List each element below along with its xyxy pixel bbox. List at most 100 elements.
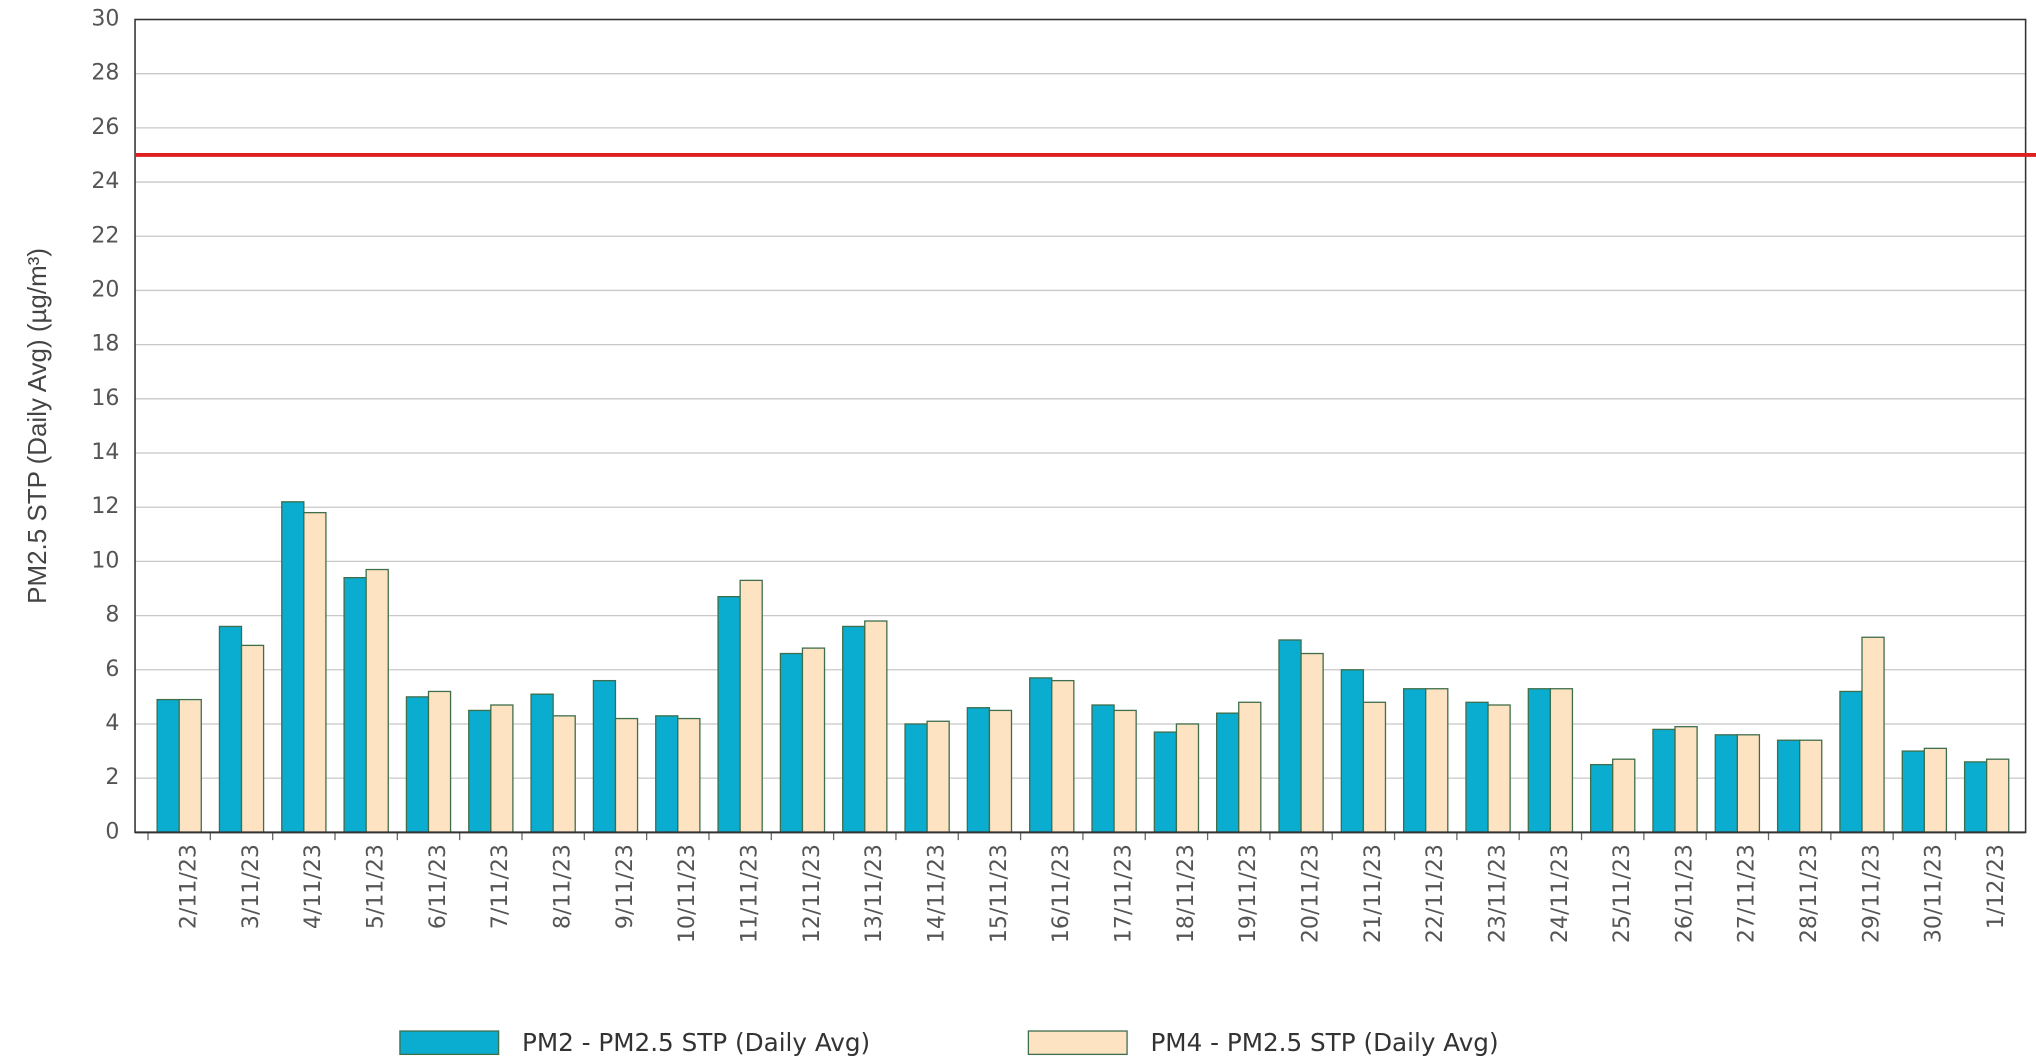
x-tick-label: 12/11/23 [800,844,825,943]
bar [490,704,514,833]
bar [1278,639,1302,833]
y-tick-label: 20 [91,277,119,302]
bar [1362,701,1387,833]
bar [988,709,1013,833]
x-tick-label: 25/11/23 [1610,844,1635,943]
bar [468,709,492,833]
bar [1652,728,1676,833]
bar [156,698,180,833]
y-tick-label: 8 [105,603,119,628]
bar [1113,709,1137,833]
bar [1589,763,1614,833]
x-tick-label: 13/11/23 [862,844,887,943]
bar [801,647,826,833]
y-tick-label: 24 [91,169,119,194]
bar [1175,723,1200,833]
bar [966,707,991,833]
bar [614,717,639,833]
x-tick-label: 10/11/23 [675,844,700,943]
bar [1776,739,1801,833]
bar [1839,690,1863,833]
bar [1861,636,1885,833]
bar [1612,758,1636,833]
x-tick-label: 16/11/23 [1049,844,1074,943]
bar [717,595,741,833]
x-tick-label: 22/11/23 [1423,844,1448,943]
bar [530,693,554,833]
x-tick-label: 24/11/23 [1548,844,1573,943]
bar [303,511,327,833]
y-tick-label: 6 [105,657,119,682]
bar [178,698,202,833]
bar [281,501,305,833]
y-tick-label: 2 [105,765,119,790]
x-tick-label: 15/11/23 [987,844,1012,943]
bar [842,625,866,833]
bar [552,715,576,833]
x-tick-label: 20/11/23 [1298,844,1323,943]
x-tick-label: 3/11/23 [239,844,264,929]
bar [1051,679,1075,833]
x-tick-label: 17/11/23 [1111,844,1136,943]
bar [218,625,243,833]
legend-swatch [399,1030,500,1056]
bar [592,679,617,833]
bar [1714,734,1739,833]
x-tick-label: 29/11/23 [1859,844,1884,943]
x-tick-label: 1/12/23 [1984,844,2009,929]
x-tick-label: 2/11/23 [177,844,202,929]
bar [1923,747,1948,833]
bar [864,620,888,833]
x-tick-label: 11/11/23 [738,844,763,943]
x-tick-label: 27/11/23 [1735,844,1760,943]
y-tick-label: 18 [91,332,119,357]
legend-label: PM2 - PM2.5 STP (Daily Avg) [522,1028,870,1057]
bar [779,652,804,833]
x-tick-label: 7/11/23 [488,844,513,929]
bar [343,577,367,833]
y-tick-label: 26 [91,115,119,140]
bar [739,579,763,833]
bar [427,690,452,833]
bar [405,696,430,833]
bar [1216,712,1240,833]
bar [1465,701,1489,833]
bar [904,723,928,833]
y-tick-label: 30 [91,7,119,32]
y-tick-label: 4 [105,711,119,736]
bar [1799,739,1823,833]
legend-swatch [1027,1030,1128,1056]
x-tick-label: 4/11/23 [301,844,326,929]
y-tick-label: 12 [91,494,119,519]
bar [1300,652,1324,833]
legend-label: PM4 - PM2.5 STP (Daily Avg) [1150,1028,1498,1057]
bar [1963,761,1988,833]
y-tick-label: 14 [91,440,119,465]
bar [1901,750,1925,833]
bar [240,644,265,833]
bar [365,568,389,833]
bar [1674,726,1698,833]
bar [926,720,950,833]
x-tick-label: 26/11/23 [1672,844,1697,943]
bar [1527,688,1552,833]
x-tick-label: 6/11/23 [426,844,451,929]
bar [1153,731,1178,833]
bar [1487,704,1511,833]
bar [1238,701,1262,833]
bar [1425,688,1449,833]
x-tick-label: 19/11/23 [1236,844,1261,943]
x-tick-label: 5/11/23 [364,844,389,929]
bar [1736,734,1761,833]
x-tick-label: 28/11/23 [1797,844,1822,943]
x-tick-label: 23/11/23 [1485,844,1510,943]
x-tick-label: 9/11/23 [613,844,638,929]
bar [1091,704,1115,833]
bar [1986,758,2010,833]
bar [1340,669,1365,833]
y-tick-label: 10 [91,548,119,573]
bar [1549,688,1574,833]
y-tick-label: 16 [91,386,119,411]
x-tick-label: 30/11/23 [1922,844,1947,943]
